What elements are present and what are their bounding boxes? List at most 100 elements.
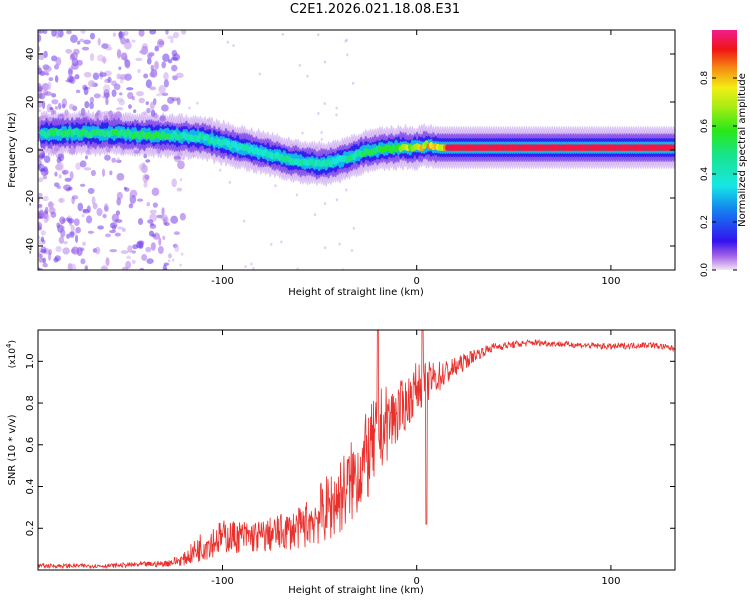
noise-blob <box>43 65 52 73</box>
noise-blob <box>173 231 180 236</box>
noise-blob <box>66 233 71 239</box>
noise-blob <box>149 209 157 215</box>
noise-blob <box>38 163 41 170</box>
noise-blob <box>44 91 53 96</box>
colorbar-axes: 0.0 0.2 0.4 0.6 0.8 <box>700 71 737 277</box>
colorbar-tick-label: 0.4 <box>700 167 710 182</box>
y-tick-label: 0.4 <box>25 479 36 495</box>
noise-blob <box>141 254 148 261</box>
snr-axes: -100 0 100 0.2 0.4 0.6 0.8 1.0 <box>25 330 675 587</box>
noise-blob <box>77 40 81 45</box>
noise-blob <box>162 235 166 241</box>
noise-blob <box>136 91 144 97</box>
noise-blob <box>147 219 154 224</box>
snr-content <box>38 330 675 570</box>
noise-blob <box>69 171 74 180</box>
noise-blob <box>44 206 49 215</box>
y-tick-label: -40 <box>25 238 36 254</box>
noise-blob <box>138 30 145 37</box>
noise-blob <box>83 71 92 78</box>
noise-blob <box>48 77 54 82</box>
noise-blob <box>59 216 66 225</box>
noise-blob <box>146 57 152 65</box>
noise-blob <box>68 103 75 110</box>
noise-blob <box>119 73 128 80</box>
noise-blob <box>93 93 101 99</box>
noise-blob <box>139 50 144 54</box>
noise-blob <box>335 106 338 110</box>
noise-blob <box>41 82 50 91</box>
noise-blob <box>323 60 327 64</box>
noise-blob <box>346 53 349 57</box>
noise-blob <box>58 198 66 203</box>
noise-blob <box>113 83 121 91</box>
noise-blob <box>70 34 78 43</box>
noise-blob <box>121 227 126 233</box>
noise-blob <box>38 108 42 113</box>
noise-blob <box>58 236 65 244</box>
noise-blob <box>335 198 339 202</box>
noise-blob <box>127 245 133 253</box>
noise-blob <box>91 196 96 205</box>
noise-blob <box>168 253 172 259</box>
noise-blob <box>51 30 57 37</box>
noise-blob <box>252 266 255 270</box>
noise-blob <box>47 81 52 91</box>
noise-blob <box>38 247 41 254</box>
noise-blob <box>80 247 85 252</box>
noise-blob <box>146 202 151 207</box>
noise-blob <box>38 147 42 156</box>
noise-blob <box>55 56 62 66</box>
x-tick-label: 0 <box>414 276 420 287</box>
y-tick-label: 0.2 <box>25 520 36 536</box>
noise-blob <box>152 202 158 208</box>
noise-blob <box>118 30 123 40</box>
noise-blob <box>163 79 169 88</box>
noise-blob <box>104 203 109 211</box>
noise-blob <box>158 237 162 246</box>
snr-x-label: Height of straight line (km) <box>288 585 424 596</box>
noise-blob <box>116 73 121 80</box>
noise-blob <box>69 231 75 238</box>
noise-blob <box>116 157 120 163</box>
noise-blob <box>151 187 160 196</box>
noise-blob <box>131 96 135 101</box>
colorbar-tick-label: 0.2 <box>700 215 710 229</box>
noise-blob <box>38 89 43 93</box>
noise-blob <box>100 265 108 270</box>
noise-blob <box>188 106 191 110</box>
noise-blob <box>40 236 45 243</box>
noise-blob <box>40 167 49 177</box>
noise-blob <box>317 33 320 37</box>
noise-blob <box>43 155 51 164</box>
spectrogram-panel: -100 0 100 -40 -20 0 20 40 Height of straight l… <box>7 29 676 298</box>
noise-blob <box>141 43 149 51</box>
noise-blob <box>79 38 85 43</box>
colorbar-label: Normalized spectral amplitude <box>737 73 748 227</box>
noise-blob <box>155 93 162 97</box>
noise-blob <box>162 53 170 62</box>
noise-blob <box>125 260 132 270</box>
x-tick-label: 0 <box>414 576 420 587</box>
noise-blob <box>323 246 327 250</box>
noise-blob <box>138 163 146 171</box>
noise-blob <box>143 73 149 79</box>
noise-blob <box>118 66 122 71</box>
noise-blob <box>109 249 118 253</box>
noise-blob <box>142 111 147 116</box>
noise-blob <box>86 215 93 224</box>
noise-blob <box>56 161 64 171</box>
noise-blob <box>196 101 199 105</box>
noise-blob <box>175 72 184 79</box>
noise-blob <box>84 101 90 109</box>
noise-blob <box>147 51 152 59</box>
noise-blob <box>258 72 261 76</box>
noise-blob <box>59 225 65 231</box>
noise-blob <box>250 262 253 266</box>
noise-blob <box>68 186 73 191</box>
noise-blob <box>323 102 326 106</box>
noise-blob <box>146 258 154 264</box>
noise-blob <box>49 106 54 111</box>
noise-blob <box>144 175 149 179</box>
noise-blob <box>244 265 247 269</box>
